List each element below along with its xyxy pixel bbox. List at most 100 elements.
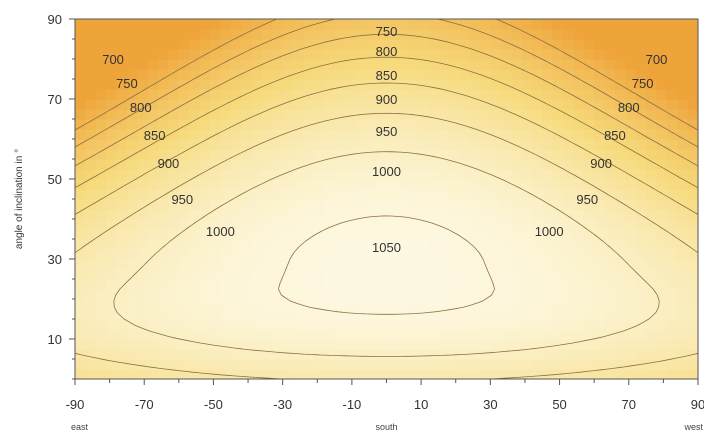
heatmap-cell: [95, 79, 107, 90]
heatmap-cell: [479, 119, 491, 130]
heatmap-cell: [230, 289, 242, 300]
heatmap-cell: [251, 259, 263, 270]
heatmap-cell: [178, 19, 190, 30]
heatmap-cell: [646, 189, 658, 200]
heatmap-cell: [230, 129, 242, 140]
heatmap-cell: [656, 39, 668, 50]
heatmap-cell: [303, 39, 315, 50]
heatmap-cell: [625, 79, 637, 90]
heatmap-cell: [386, 219, 398, 230]
heatmap-cell: [417, 169, 429, 180]
heatmap-cell: [614, 19, 626, 30]
heatmap-cell: [303, 189, 315, 200]
heatmap-cell: [666, 209, 678, 220]
heatmap-cell: [126, 69, 138, 80]
heatmap-cell: [573, 129, 585, 140]
heatmap-cell: [137, 349, 149, 360]
heatmap-cell: [666, 169, 678, 180]
heatmap-cell: [158, 329, 170, 340]
heatmap-cell: [635, 59, 647, 70]
heatmap-cell: [282, 269, 294, 280]
heatmap-cell: [573, 359, 585, 370]
heatmap-cell: [490, 319, 502, 330]
heatmap-cell: [282, 239, 294, 250]
heatmap-cell: [293, 19, 305, 30]
heatmap-cell: [500, 19, 512, 30]
heatmap-cell: [324, 319, 336, 330]
heatmap-cell: [355, 99, 367, 110]
heatmap-cell: [126, 199, 138, 210]
heatmap-cell: [230, 339, 242, 350]
heatmap-cell: [386, 189, 398, 200]
heatmap-cell: [355, 279, 367, 290]
heatmap-cell: [272, 349, 284, 360]
heatmap-cell: [511, 159, 523, 170]
heatmap-cell: [469, 39, 481, 50]
heatmap-cell: [677, 299, 689, 310]
heatmap-cell: [365, 279, 377, 290]
heatmap-cell: [521, 69, 533, 80]
heatmap-cell: [604, 39, 616, 50]
heatmap-cell: [666, 79, 678, 90]
heatmap-cell: [261, 179, 273, 190]
heatmap-cell: [604, 129, 616, 140]
heatmap-cell: [448, 289, 460, 300]
heatmap-cell: [521, 49, 533, 60]
heatmap-cell: [511, 69, 523, 80]
heatmap-cell: [583, 229, 595, 240]
heatmap-cell: [293, 69, 305, 80]
heatmap-cell: [178, 39, 190, 50]
heatmap-cell: [531, 79, 543, 90]
heatmap-cell: [168, 129, 180, 140]
heatmap-cell: [137, 339, 149, 350]
heatmap-cell: [95, 369, 107, 379]
heatmap-cell: [116, 49, 128, 60]
heatmap-cell: [490, 29, 502, 40]
heatmap-cell: [594, 109, 606, 120]
heatmap-cell: [293, 289, 305, 300]
heatmap-cell: [241, 249, 253, 260]
heatmap-cell: [625, 19, 637, 30]
heatmap-cell: [583, 269, 595, 280]
heatmap-cell: [158, 309, 170, 320]
heatmap-cell: [272, 249, 284, 260]
heatmap-cell: [303, 139, 315, 150]
heatmap-cell: [282, 69, 294, 80]
heatmap-cell: [251, 209, 263, 220]
heatmap-cell: [552, 109, 564, 120]
heatmap-cell: [220, 149, 232, 160]
heatmap-cell: [490, 259, 502, 270]
heatmap-cell: [230, 169, 242, 180]
heatmap-cell: [220, 59, 232, 70]
heatmap-cell: [334, 219, 346, 230]
heatmap-cell: [479, 89, 491, 100]
heatmap-cell: [614, 259, 626, 270]
heatmap-cell: [220, 249, 232, 260]
contour-lines: [75, 19, 698, 379]
heatmap-cell: [396, 269, 408, 280]
heatmap-cell: [126, 99, 138, 110]
heatmap-cell: [614, 319, 626, 330]
heatmap-cell: [261, 169, 273, 180]
heatmap-cell: [417, 369, 429, 379]
heatmap-cell: [500, 329, 512, 340]
heatmap-cell: [459, 189, 471, 200]
heatmap-cell: [521, 359, 533, 370]
heatmap-cell: [220, 289, 232, 300]
heatmap-cell: [666, 299, 678, 310]
heatmap-cell: [344, 169, 356, 180]
heatmap-cell: [583, 359, 595, 370]
heatmap-cell: [604, 119, 616, 130]
contour-label: 750: [116, 76, 138, 91]
heatmap-cell: [137, 79, 149, 90]
heatmap-cell: [573, 309, 585, 320]
heatmap-cell: [573, 249, 585, 260]
heatmap-cell: [625, 269, 637, 280]
heatmap-cell: [116, 29, 128, 40]
heatmap-cell: [594, 219, 606, 230]
heatmap-cell: [137, 329, 149, 340]
heatmap-cell: [106, 149, 118, 160]
heatmap-cell: [386, 159, 398, 170]
heatmap-cell: [313, 139, 325, 150]
heatmap-cell: [594, 89, 606, 100]
